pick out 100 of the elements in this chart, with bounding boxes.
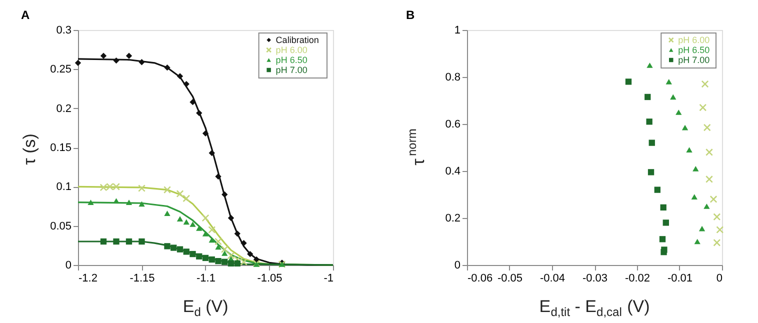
point xyxy=(183,219,190,225)
point xyxy=(694,238,700,244)
point xyxy=(190,250,196,258)
y-tick-label: 0.3 xyxy=(56,24,72,36)
x-tick-label: -1.05 xyxy=(257,272,282,284)
point xyxy=(706,175,713,183)
x-tick-label: -0.03 xyxy=(582,272,608,284)
point xyxy=(164,186,171,194)
legend-label: pH 6.00 xyxy=(678,35,710,45)
point xyxy=(208,150,215,156)
x-tick-label: -0.04 xyxy=(540,272,566,284)
point xyxy=(646,62,653,68)
point xyxy=(126,238,132,245)
y-tick-label: 0 xyxy=(454,260,460,272)
point xyxy=(138,59,145,66)
point xyxy=(215,258,222,264)
point xyxy=(660,248,667,256)
x-tick-label: -0.01 xyxy=(667,272,693,284)
point xyxy=(202,231,209,236)
point xyxy=(716,226,724,234)
x-tick-label: -1.15 xyxy=(130,272,155,284)
point xyxy=(190,98,196,106)
point xyxy=(164,243,170,250)
point xyxy=(704,204,710,209)
point xyxy=(126,200,132,205)
point xyxy=(682,124,688,130)
point xyxy=(138,238,145,245)
point xyxy=(138,184,146,192)
point xyxy=(227,252,235,260)
point xyxy=(698,226,706,232)
point xyxy=(100,238,107,245)
point xyxy=(666,79,672,84)
x-tick-label: -1 xyxy=(324,272,334,284)
point xyxy=(126,52,132,59)
y-tick-label: 0.1 xyxy=(56,181,72,194)
point xyxy=(113,238,120,245)
point xyxy=(654,186,660,193)
point xyxy=(176,246,184,252)
y-tick-label: 0.4 xyxy=(445,166,460,178)
y-tick-label: 0.15 xyxy=(50,142,72,154)
point xyxy=(646,118,652,125)
legend-label: pH 6.50 xyxy=(276,55,308,65)
legend-label: pH 6.00 xyxy=(276,45,308,55)
point xyxy=(170,244,177,251)
point xyxy=(183,80,190,88)
point xyxy=(703,124,711,132)
point xyxy=(208,237,215,243)
point xyxy=(215,173,222,180)
point xyxy=(196,253,202,260)
y-tick-label: 0.2 xyxy=(56,102,72,115)
point xyxy=(648,169,654,176)
point xyxy=(113,57,120,64)
point xyxy=(699,104,707,112)
point xyxy=(234,230,240,237)
point xyxy=(691,194,698,200)
legend-label: Calibration xyxy=(276,35,319,45)
point xyxy=(176,190,184,198)
point xyxy=(100,52,107,59)
y-tick-label: 0.25 xyxy=(50,64,72,76)
chart-title: B xyxy=(406,8,415,22)
point xyxy=(222,258,228,265)
point xyxy=(648,140,655,146)
point xyxy=(164,64,170,71)
point xyxy=(713,213,721,221)
point xyxy=(692,166,699,172)
y-axis-title: τnorm xyxy=(405,128,428,166)
point xyxy=(164,210,170,216)
point xyxy=(710,195,718,203)
point xyxy=(222,191,228,198)
point xyxy=(706,148,713,156)
point xyxy=(202,254,209,262)
point xyxy=(208,226,216,234)
point xyxy=(644,94,651,100)
y-tick-label: 0 xyxy=(65,260,72,272)
point xyxy=(196,110,202,116)
point xyxy=(686,147,692,153)
point xyxy=(222,250,228,256)
x-tick-label: -0.06 xyxy=(468,272,493,284)
y-tick-label: 0.05 xyxy=(50,220,72,232)
point xyxy=(713,238,721,246)
point xyxy=(74,60,82,66)
x-tick-label: 0 xyxy=(716,272,722,284)
point xyxy=(670,94,676,100)
point xyxy=(660,204,666,211)
point xyxy=(240,240,247,246)
point xyxy=(659,236,666,242)
point xyxy=(220,246,228,254)
point xyxy=(88,200,94,205)
y-axis-title: τ (s) xyxy=(20,134,39,165)
point xyxy=(228,260,234,267)
point xyxy=(176,73,184,80)
point xyxy=(214,238,222,246)
point xyxy=(253,256,260,263)
y-tick-label: 1 xyxy=(454,24,460,36)
point xyxy=(676,110,682,115)
y-tick-label: 0.8 xyxy=(445,72,460,84)
x-tick-label: -1.2 xyxy=(78,272,98,284)
legend-label: pH 7.00 xyxy=(678,55,710,65)
chart-title: A xyxy=(21,8,30,22)
y-tick-label: 0.6 xyxy=(445,118,460,130)
